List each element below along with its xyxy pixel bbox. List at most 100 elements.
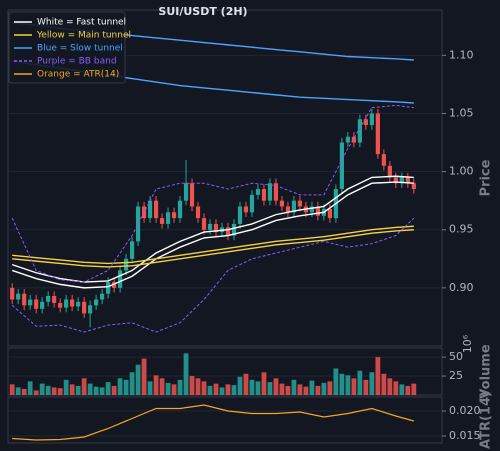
candle-body — [399, 177, 404, 184]
volume-bar — [219, 387, 225, 395]
panel-frame — [7, 347, 443, 396]
candle-body — [273, 183, 279, 201]
panel-frame — [7, 9, 443, 347]
panel-frame — [7, 396, 443, 444]
legend-label: Purple = BB band — [37, 57, 117, 67]
volume-bar — [75, 385, 81, 395]
candle-body — [70, 299, 75, 307]
volume-bar — [39, 383, 45, 395]
candle-body — [375, 113, 380, 155]
volume-bar — [267, 382, 273, 395]
y-tick-label: 1.05 — [449, 106, 474, 119]
candle-body — [411, 183, 416, 190]
candle-body — [88, 305, 93, 314]
candle-body — [405, 177, 410, 184]
volume-bar — [165, 382, 171, 395]
candle-body — [231, 223, 237, 236]
volume-bar — [393, 381, 399, 395]
volume-bar — [105, 382, 111, 395]
candle-body — [285, 206, 291, 213]
volume-bar — [405, 385, 411, 395]
candle-body — [153, 200, 159, 219]
volume-bar — [69, 384, 75, 395]
candle-body — [34, 299, 39, 309]
volume-bar — [51, 387, 57, 395]
candle-body — [123, 258, 129, 271]
volume-bar — [159, 378, 165, 395]
volume-bar — [213, 383, 219, 395]
volume-bar — [93, 386, 99, 395]
y-tick-label: 0.015 — [449, 429, 481, 442]
volume-bar — [309, 380, 315, 395]
overlay-line — [11, 104, 414, 283]
candle-body — [28, 299, 33, 306]
volume-bar — [147, 381, 153, 395]
candle-body — [159, 218, 165, 224]
candle-body — [147, 200, 153, 219]
volume-bar — [99, 387, 105, 395]
volume-bar — [27, 381, 33, 395]
volume-bar — [321, 382, 327, 395]
volume-bar — [375, 357, 381, 395]
volume-bar — [153, 375, 159, 395]
volume-bar — [21, 388, 27, 395]
volume-bar — [297, 384, 303, 395]
candle-body — [237, 206, 243, 224]
candle-body — [267, 183, 273, 201]
legend-label: White = Fast tunnel — [37, 18, 126, 28]
volume-bar — [231, 385, 237, 395]
candle-body — [345, 136, 350, 143]
candle-body — [112, 282, 117, 288]
candle-body — [22, 293, 27, 306]
volume-bar — [381, 373, 387, 395]
candle-body — [369, 113, 374, 126]
volume-bar — [339, 373, 345, 395]
volume-bar — [183, 353, 189, 395]
candle-body — [213, 223, 219, 233]
candle-body — [381, 154, 386, 166]
candle-body — [46, 296, 51, 302]
candle-body — [243, 206, 249, 213]
candle-body — [387, 165, 392, 178]
overlay-line — [11, 217, 415, 333]
volume-bar — [345, 375, 351, 395]
volume-bar — [387, 378, 393, 395]
volume-bar — [9, 384, 15, 395]
candle-body — [201, 218, 207, 230]
axis-label: Price — [479, 159, 494, 196]
candle-body — [129, 241, 135, 259]
volume-bar — [369, 372, 375, 395]
candle-body — [249, 194, 255, 213]
candle-body — [52, 296, 57, 303]
candle-body — [195, 206, 201, 219]
legend: White = Fast tunnel Yellow = Main tunnel B… — [8, 11, 131, 84]
volume-bar — [117, 378, 123, 395]
candle-body — [58, 302, 63, 308]
overlay-line — [12, 229, 414, 268]
candle-body — [82, 301, 87, 314]
y-tick-label: 0.95 — [449, 223, 474, 236]
candle-body — [135, 206, 141, 242]
candle-body — [189, 183, 195, 207]
volume-bar — [363, 379, 369, 395]
y-tick-label: 50 — [449, 350, 463, 363]
volume-bar — [177, 379, 183, 395]
volume-bar — [285, 385, 291, 395]
candle-body — [357, 119, 362, 143]
volume-bar — [195, 378, 201, 395]
y-tick-label: 1.00 — [449, 165, 474, 178]
candle-body — [117, 270, 123, 288]
candle-body — [363, 119, 368, 126]
volume-bar — [111, 385, 117, 395]
legend-label: Blue = Slow tunnel — [37, 44, 123, 54]
overlay-line — [11, 181, 414, 289]
volume-bar — [243, 373, 249, 395]
volume-bar — [189, 376, 195, 395]
candle-body — [393, 177, 398, 184]
volume-bar — [237, 376, 243, 395]
axis-label: ATR(14) — [479, 391, 494, 449]
candle-body — [183, 183, 189, 201]
candle-body — [297, 200, 303, 207]
y-tick-label: 1.10 — [449, 48, 474, 61]
volume-bar — [261, 372, 267, 395]
